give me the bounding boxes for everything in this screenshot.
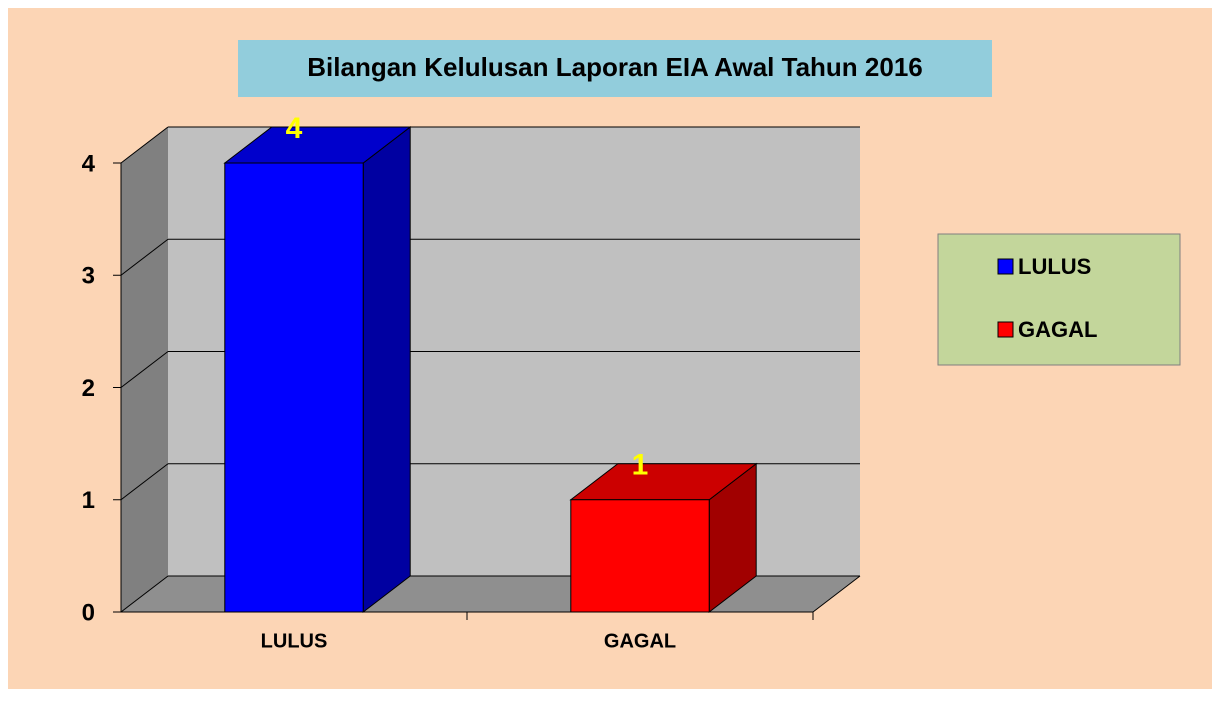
x-tick-label: LULUS (261, 630, 328, 652)
legend-label: GAGAL (1018, 317, 1097, 342)
y-tick-label: 2 (82, 375, 95, 402)
value-label: 4 (286, 112, 303, 145)
bar-side (362, 125, 411, 614)
grid-line (120, 126, 169, 164)
grid-line (120, 238, 169, 276)
axis-line (812, 575, 861, 613)
value-label: 1 (632, 449, 649, 482)
legend-box (937, 233, 1181, 366)
y-tick-label: 1 (82, 487, 95, 514)
y-tick-label: 0 (82, 599, 95, 626)
chart-title: Bilangan Kelulusan Laporan EIA Awal Tahu… (307, 52, 922, 82)
y-tick-label: 4 (82, 150, 96, 177)
grid-line (120, 575, 169, 613)
bar (224, 162, 364, 613)
grid-line (120, 351, 169, 388)
bar (570, 499, 710, 613)
legend-swatch (997, 258, 1014, 275)
x-tick-label: GAGAL (604, 630, 676, 652)
title-box (238, 40, 992, 97)
grid-line (120, 463, 169, 501)
legend-label: LULUS (1018, 254, 1091, 279)
legend-swatch (997, 321, 1014, 338)
y-tick-label: 3 (82, 263, 95, 290)
